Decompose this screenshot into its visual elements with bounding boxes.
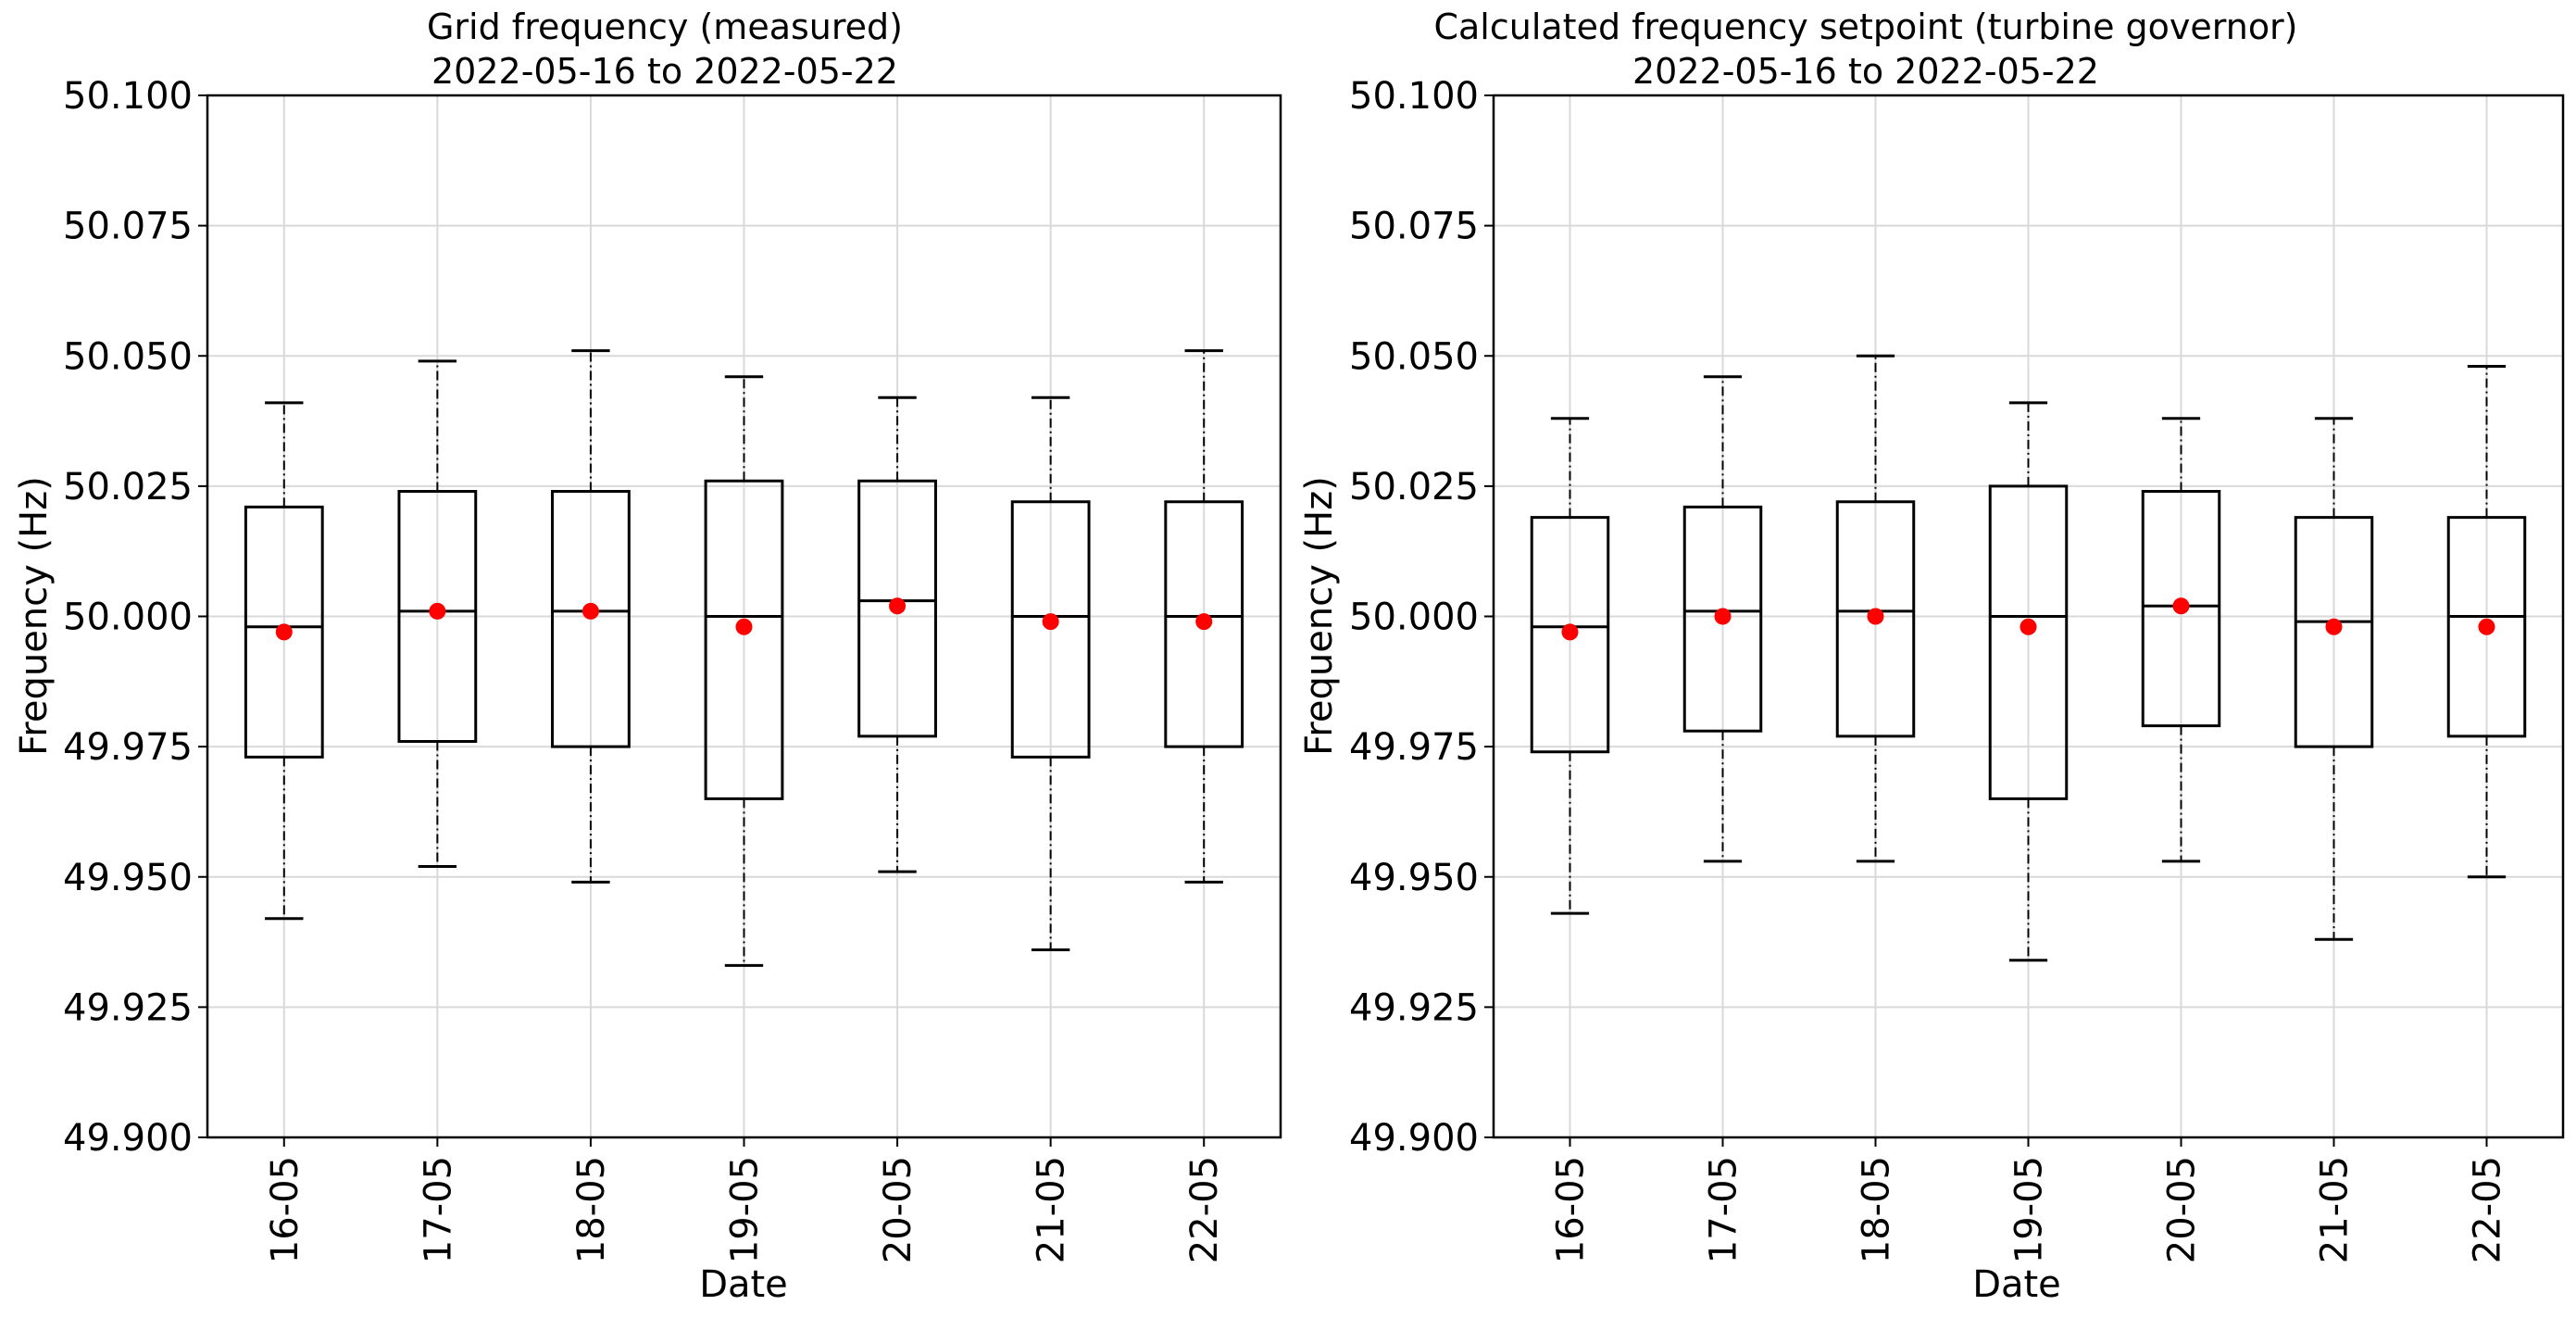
mean-marker xyxy=(735,618,753,635)
mean-marker xyxy=(581,602,599,620)
y-tick-label: 49.925 xyxy=(63,986,193,1029)
x-axis-label: Date xyxy=(699,1263,788,1306)
y-tick-label: 50.050 xyxy=(63,335,193,378)
box-18-05 xyxy=(1835,354,1916,863)
box-16-05 xyxy=(1530,417,1610,915)
y-tick-label: 49.900 xyxy=(1349,1117,1479,1160)
x-axis-label: Date xyxy=(1972,1263,2061,1306)
box-iqr xyxy=(1164,500,1244,748)
mean-marker xyxy=(275,623,293,641)
y-tick-label: 50.100 xyxy=(1349,75,1479,118)
box-iqr xyxy=(1530,516,1610,754)
x-tick-label: 18-05 xyxy=(1856,1156,1898,1263)
y-axis-label: Frequency (Hz) xyxy=(1298,476,1341,756)
box-19-05 xyxy=(1988,401,2069,962)
y-tick-label: 50.100 xyxy=(63,75,193,118)
chart-title: Grid frequency (measured) xyxy=(427,6,903,47)
x-tick-label: 22-05 xyxy=(1183,1156,1226,1263)
mean-marker xyxy=(2478,618,2495,635)
mean-marker xyxy=(2172,597,2190,615)
y-axis-label: Frequency (Hz) xyxy=(13,476,56,756)
box-22-05 xyxy=(1164,349,1244,884)
y-tick-label: 49.975 xyxy=(1349,726,1479,769)
x-tick-label: 22-05 xyxy=(2467,1156,2509,1263)
y-tick-label: 50.025 xyxy=(63,466,193,508)
box-iqr xyxy=(397,490,478,743)
box-iqr xyxy=(857,479,937,738)
box-17-05 xyxy=(397,359,478,868)
x-tick-label: 19-05 xyxy=(724,1156,767,1263)
chart-title: Calculated frequency setpoint (turbine g… xyxy=(1433,6,2297,47)
box-18-05 xyxy=(551,349,631,884)
y-tick-label: 49.950 xyxy=(63,857,193,899)
chart-panel-grid-frequency: Grid frequency (measured) 2022-05-16 to … xyxy=(13,6,1282,1306)
x-tick-label: 17-05 xyxy=(417,1156,459,1263)
box-iqr xyxy=(1010,500,1091,759)
mean-marker xyxy=(889,597,907,615)
mean-marker xyxy=(2020,618,2037,635)
y-tick-label: 49.900 xyxy=(63,1117,193,1160)
mean-marker xyxy=(1714,608,1732,625)
box-iqr xyxy=(551,490,631,748)
x-tick-label: 16-05 xyxy=(264,1156,306,1263)
chart-panel-frequency-setpoint: Calculated frequency setpoint (turbine g… xyxy=(1298,6,2565,1306)
box-iqr xyxy=(1988,484,2069,800)
box-20-05 xyxy=(857,395,937,873)
box-iqr xyxy=(704,479,784,800)
x-tick-label: 17-05 xyxy=(1703,1156,1745,1263)
mean-marker xyxy=(1195,613,1213,631)
box-iqr xyxy=(244,505,324,759)
box-17-05 xyxy=(1682,375,1763,863)
mean-marker xyxy=(2325,618,2343,635)
x-tick-label: 18-05 xyxy=(570,1156,613,1263)
mean-marker xyxy=(1561,623,1579,641)
box-21-05 xyxy=(1010,395,1091,951)
box-iqr xyxy=(1682,505,1763,733)
mean-marker xyxy=(429,602,446,620)
y-tick-label: 50.075 xyxy=(1349,206,1479,248)
box-16-05 xyxy=(244,401,324,921)
box-22-05 xyxy=(2446,365,2527,879)
box-iqr xyxy=(2294,516,2374,748)
chart-subtitle: 2022-05-16 to 2022-05-22 xyxy=(431,51,898,92)
box-iqr xyxy=(1835,500,1916,738)
mean-marker xyxy=(1042,613,1059,631)
y-tick-label: 50.025 xyxy=(1349,466,1479,508)
x-tick-label: 19-05 xyxy=(2008,1156,2051,1263)
x-tick-label: 16-05 xyxy=(1550,1156,1593,1263)
y-tick-label: 50.050 xyxy=(1349,335,1479,378)
y-tick-label: 50.000 xyxy=(1349,596,1479,639)
x-tick-label: 20-05 xyxy=(2161,1156,2204,1263)
x-tick-label: 21-05 xyxy=(2314,1156,2357,1263)
mean-marker xyxy=(1867,608,1884,625)
box-21-05 xyxy=(2294,417,2374,941)
y-tick-label: 50.000 xyxy=(63,596,193,639)
box-20-05 xyxy=(2141,417,2221,863)
chart-subtitle: 2022-05-16 to 2022-05-22 xyxy=(1632,51,2099,92)
box-iqr xyxy=(2141,490,2221,728)
y-tick-label: 50.075 xyxy=(63,206,193,248)
x-tick-label: 20-05 xyxy=(877,1156,919,1263)
y-tick-label: 49.925 xyxy=(1349,986,1479,1029)
x-tick-label: 21-05 xyxy=(1031,1156,1073,1263)
box-19-05 xyxy=(704,375,784,967)
y-tick-label: 49.975 xyxy=(63,726,193,769)
box-iqr xyxy=(2446,516,2527,738)
y-tick-label: 49.950 xyxy=(1349,857,1479,899)
